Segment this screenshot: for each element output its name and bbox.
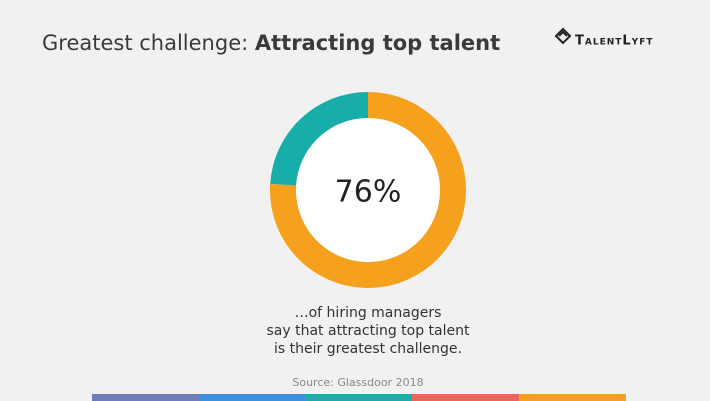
strip-segment (519, 394, 626, 401)
title-bold: Attracting top talent (255, 31, 500, 55)
donut-slice (270, 92, 368, 186)
brand: TalentLyft (575, 34, 653, 49)
donut (270, 92, 466, 288)
logo: TalentLyft (554, 27, 653, 49)
color-strip (92, 394, 626, 401)
donut-hole (296, 118, 440, 262)
title-prefix: Greatest challenge: (42, 31, 248, 55)
caption-line: …of hiring managers (295, 305, 442, 321)
strip-segment (92, 394, 199, 401)
caption-line: is their greatest challenge. (274, 341, 462, 357)
source: Source: Glassdoor 2018 (292, 376, 423, 389)
center-label: 76% (335, 175, 402, 210)
logo-icon (554, 27, 572, 45)
strip-segment (412, 394, 519, 401)
strip-segment (199, 394, 305, 401)
caption-line: say that attracting top talent (267, 323, 471, 339)
strip-segment (305, 394, 412, 401)
title: Greatest challenge: Attracting top talen… (42, 31, 500, 55)
